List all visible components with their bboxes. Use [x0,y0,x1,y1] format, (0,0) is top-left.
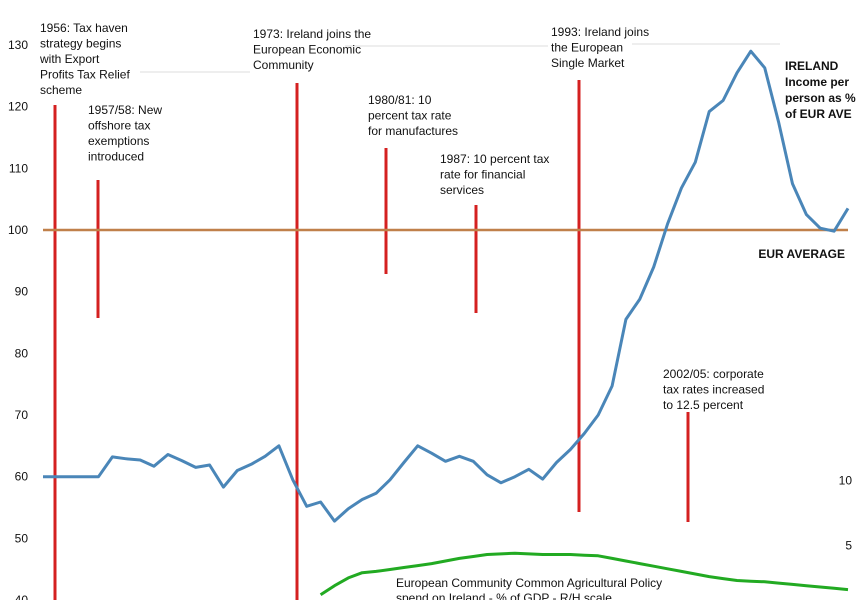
series-line [43,49,850,523]
annotation-line: Single Market [551,56,625,70]
y2-tick-label: 5 [845,538,852,552]
annotation-line: for manufactures [368,124,458,138]
annotation-line: Community [253,58,314,72]
series-label-line: Income per [785,75,849,89]
annotation: 2002/05: corporate tax rates increased to … [663,367,764,412]
y-tick-label: 110 [9,161,28,175]
annotation: 1973: Ireland joins the European Economic… [253,27,371,72]
series-label-line: of EUR AVE [785,107,852,121]
event-lines [53,80,690,600]
annotation-line: introduced [88,150,144,164]
y-tick-label: 40 [15,593,29,600]
annotation-line: offshore tax [88,119,150,133]
annotation: 1957/58: New offshore tax exemptions introd… [88,103,162,164]
series-label: IRELAND Income per person as % of EUR AVE [785,59,856,121]
annotation-line: 2002/05: corporate [663,367,764,381]
annotation-line: 1987: 10 percent tax [440,152,549,166]
annotation-line: services [440,183,484,197]
y-tick-label: 70 [15,408,29,422]
y-tick-label: 60 [15,470,29,484]
reference-label: EUR AVERAGE [758,247,845,261]
annotation: 1987: 10 percent tax rate for financial se… [440,152,549,197]
annotation-line: rate for financial [440,168,525,182]
annotation-line: 1956: Tax haven [40,21,128,35]
y-tick-label: 80 [15,346,29,360]
y-tick-label: 100 [8,223,28,237]
annotation-line: 1993: Ireland joins [551,25,649,39]
annotation-line: 1957/58: New [88,103,162,117]
annotation-line: exemptions [88,134,149,148]
annotation-line: scheme [40,83,82,97]
series-label-line: person as % [785,91,856,105]
annotation-line: strategy begins [40,37,121,51]
annotation-line: 1980/81: 10 [368,93,432,107]
annotation: 1980/81: 10 percent tax rate for manufactu… [368,93,458,138]
annotation: 1993: Ireland joins the European Single Ma… [551,25,649,70]
series-label-line: European Community Common Agricultural P… [396,576,662,590]
annotation-line: tax rates increased [663,383,764,397]
series-label-line: spend on Ireland - % of GDP - R/H scale [396,591,612,600]
annotation: 1956: Tax haven strategy begins with Expor… [39,21,130,97]
annotation-line: 1973: Ireland joins the [253,27,371,41]
connectors [140,43,780,73]
annotation-line: percent tax rate [368,109,452,123]
annotation-line: Profits Tax Relief [40,68,130,82]
y-tick-label: 120 [8,100,28,114]
series-label-line: IRELAND [785,59,839,73]
y-tick-label: 130 [8,38,28,52]
annotation-line: the European [551,41,623,55]
annotation-line: to 12.5 percent [663,398,744,412]
annotation-line: with Export [39,52,100,66]
y-tick-label: 90 [15,285,29,299]
annotation-line: European Economic [253,43,361,57]
series-label: European Community Common Agricultural P… [396,576,662,600]
y2-tick-label: 10 [839,473,853,487]
y-tick-label: 50 [15,531,29,545]
series-line [319,551,849,597]
